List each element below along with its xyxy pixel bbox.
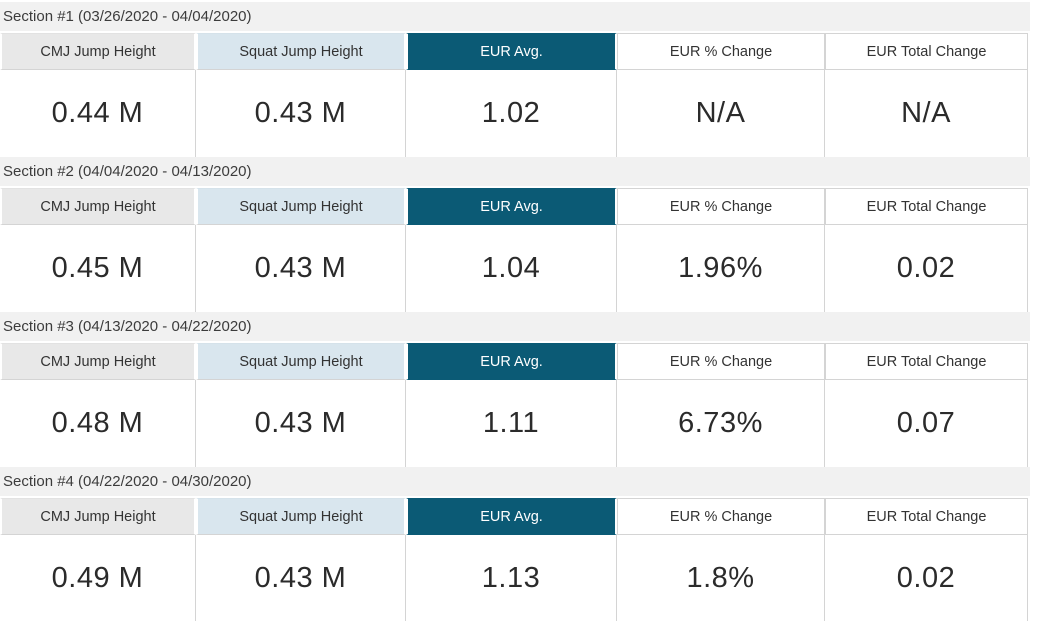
cell-eur-avg: 1.13: [406, 535, 617, 621]
column-header-eur-avg-selected[interactable]: EUR Avg.: [406, 343, 617, 380]
section-title: Section #3 (04/13/2020 - 04/22/2020): [3, 318, 252, 335]
cell-squat-jump-height: 0.43 M: [196, 225, 406, 312]
column-header-eur-pct-change[interactable]: EUR % Change: [617, 343, 825, 380]
column-header-label: EUR % Change: [669, 43, 773, 60]
column-header-cmj-jump-height[interactable]: CMJ Jump Height: [0, 33, 196, 70]
column-header-label: EUR Total Change: [866, 198, 987, 215]
cell-eur-pct-change: 6.73%: [617, 380, 825, 467]
section-title-bar: Section #4 (04/22/2020 - 04/30/2020): [0, 467, 1030, 496]
cell-eur-avg: 1.02: [406, 70, 617, 157]
section-2: Section #2 (04/04/2020 - 04/13/2020) CMJ…: [0, 157, 1037, 312]
cell-eur-total-change: 0.07: [825, 380, 1028, 467]
column-header-squat-jump-height[interactable]: Squat Jump Height: [196, 188, 406, 225]
column-header-cmj-jump-height[interactable]: CMJ Jump Height: [0, 188, 196, 225]
column-header-eur-total-change[interactable]: EUR Total Change: [825, 343, 1028, 380]
column-header-label: EUR Total Change: [866, 508, 987, 525]
column-header-eur-avg-selected[interactable]: EUR Avg.: [406, 498, 617, 535]
column-header-label: CMJ Jump Height: [40, 508, 156, 525]
cell-eur-avg: 1.11: [406, 380, 617, 467]
column-header-eur-total-change[interactable]: EUR Total Change: [825, 33, 1028, 70]
section-title-bar: Section #3 (04/13/2020 - 04/22/2020): [0, 312, 1030, 341]
section-3: Section #3 (04/13/2020 - 04/22/2020) CMJ…: [0, 312, 1037, 467]
table-header-row: CMJ Jump Height Squat Jump Height EUR Av…: [0, 343, 1028, 380]
section-title: Section #1 (03/26/2020 - 04/04/2020): [3, 8, 252, 25]
cell-eur-avg: 1.04: [406, 225, 617, 312]
column-header-label: Squat Jump Height: [239, 353, 363, 370]
column-header-label: EUR Total Change: [866, 43, 987, 60]
column-header-label: CMJ Jump Height: [40, 198, 156, 215]
column-header-eur-pct-change[interactable]: EUR % Change: [617, 188, 825, 225]
cell-eur-pct-change: N/A: [617, 70, 825, 157]
table-value-row: 0.49 M 0.43 M 1.13 1.8% 0.02: [0, 535, 1028, 621]
column-header-label: EUR Avg.: [480, 198, 543, 215]
column-header-squat-jump-height[interactable]: Squat Jump Height: [196, 498, 406, 535]
column-header-label: EUR Avg.: [480, 43, 543, 60]
table-header-row: CMJ Jump Height Squat Jump Height EUR Av…: [0, 33, 1028, 70]
section-4: Section #4 (04/22/2020 - 04/30/2020) CMJ…: [0, 467, 1037, 621]
column-header-eur-avg-selected[interactable]: EUR Avg.: [406, 33, 617, 70]
column-header-eur-total-change[interactable]: EUR Total Change: [825, 498, 1028, 535]
table-header-row: CMJ Jump Height Squat Jump Height EUR Av…: [0, 498, 1028, 535]
cell-cmj-jump-height: 0.44 M: [0, 70, 196, 157]
cell-squat-jump-height: 0.43 M: [196, 380, 406, 467]
cell-eur-total-change: 0.02: [825, 535, 1028, 621]
column-header-eur-total-change[interactable]: EUR Total Change: [825, 188, 1028, 225]
cell-squat-jump-height: 0.43 M: [196, 70, 406, 157]
column-header-squat-jump-height[interactable]: Squat Jump Height: [196, 343, 406, 380]
table-value-row: 0.44 M 0.43 M 1.02 N/A N/A: [0, 70, 1028, 157]
column-header-label: Squat Jump Height: [239, 198, 363, 215]
column-header-squat-jump-height[interactable]: Squat Jump Height: [196, 33, 406, 70]
column-header-label: EUR Avg.: [480, 508, 543, 525]
table-header-row: CMJ Jump Height Squat Jump Height EUR Av…: [0, 188, 1028, 225]
table-value-row: 0.48 M 0.43 M 1.11 6.73% 0.07: [0, 380, 1028, 467]
cell-squat-jump-height: 0.43 M: [196, 535, 406, 621]
section-title-bar: Section #1 (03/26/2020 - 04/04/2020): [0, 2, 1030, 31]
column-header-label: CMJ Jump Height: [40, 43, 156, 60]
cell-cmj-jump-height: 0.48 M: [0, 380, 196, 467]
column-header-label: EUR % Change: [669, 353, 773, 370]
column-header-label: EUR % Change: [669, 508, 773, 525]
cell-eur-total-change: N/A: [825, 70, 1028, 157]
section-title-bar: Section #2 (04/04/2020 - 04/13/2020): [0, 157, 1030, 186]
cell-cmj-jump-height: 0.49 M: [0, 535, 196, 621]
column-header-label: EUR Total Change: [866, 353, 987, 370]
column-header-eur-pct-change[interactable]: EUR % Change: [617, 498, 825, 535]
column-header-label: EUR % Change: [669, 198, 773, 215]
column-header-eur-avg-selected[interactable]: EUR Avg.: [406, 188, 617, 225]
column-header-label: CMJ Jump Height: [40, 353, 156, 370]
section-1: Section #1 (03/26/2020 - 04/04/2020) CMJ…: [0, 2, 1037, 157]
column-header-label: EUR Avg.: [480, 353, 543, 370]
cell-eur-pct-change: 1.8%: [617, 535, 825, 621]
column-header-label: Squat Jump Height: [239, 43, 363, 60]
column-header-eur-pct-change[interactable]: EUR % Change: [617, 33, 825, 70]
cell-eur-pct-change: 1.96%: [617, 225, 825, 312]
table-value-row: 0.45 M 0.43 M 1.04 1.96% 0.02: [0, 225, 1028, 312]
column-header-cmj-jump-height[interactable]: CMJ Jump Height: [0, 343, 196, 380]
cell-cmj-jump-height: 0.45 M: [0, 225, 196, 312]
column-header-label: Squat Jump Height: [239, 508, 363, 525]
section-title: Section #2 (04/04/2020 - 04/13/2020): [3, 163, 252, 180]
column-header-cmj-jump-height[interactable]: CMJ Jump Height: [0, 498, 196, 535]
cell-eur-total-change: 0.02: [825, 225, 1028, 312]
section-title: Section #4 (04/22/2020 - 04/30/2020): [3, 473, 252, 490]
